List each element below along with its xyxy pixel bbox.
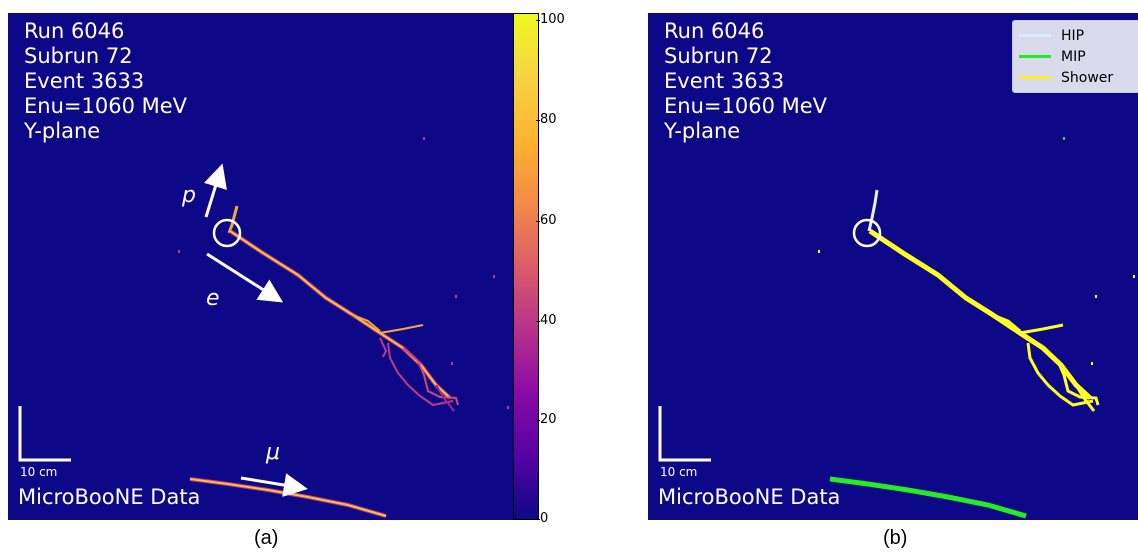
electron-arrow [206,252,284,303]
event-display-panel-a: Run 6046 Subrun 72 Event 3633 Enu=1060 M… [8,13,513,520]
colorbar-tick: 40 [536,313,557,328]
track-overlay-b [658,137,1135,519]
info-run: Run 6046 [24,19,125,43]
data-label: MicroBooNE Data [658,485,841,509]
colorbar-tick: 80 [536,112,557,127]
data-label: MicroBooNE Data [18,485,201,509]
shower-track [868,228,1092,400]
event-info: Run 6046 Subrun 72 Event 3633 Enu=1060 M… [664,19,827,144]
caption-a: (a) [254,527,279,549]
proton-arrow [203,163,227,218]
electron-label: e [206,286,220,311]
info-subrun: Subrun 72 [664,44,773,68]
info-subrun: Subrun 72 [24,44,133,68]
colorbar-tick: 0 [535,511,549,526]
info-energy: Enu=1060 MeV [24,94,188,118]
info-run: Run 6046 [664,19,765,43]
mip-track [829,476,1027,519]
legend-item-shower: Shower [1019,67,1135,88]
proton-track [227,205,239,234]
muon-arrow [240,473,308,497]
info-energy: Enu=1060 MeV [664,94,828,118]
proton-label: p [182,183,196,208]
scale-bar [658,406,711,462]
track-overlay-a [18,137,509,518]
info-plane: Y-plane [664,119,741,143]
info-plane: Y-plane [24,119,101,143]
vertex-circle [212,218,242,248]
scale-label: 10 cm [660,465,698,479]
info-event: Event 3633 [664,69,785,93]
muon-label: μ [266,440,280,465]
colorbar-tick: 100 [536,12,565,27]
event-info: Run 6046 Subrun 72 Event 3633 Enu=1060 M… [24,19,187,144]
vertex-circle [852,218,882,248]
colorbar [513,13,539,520]
legend: HIP MIP Shower [1012,20,1138,93]
hip-track [867,189,879,232]
legend-item-mip: MIP [1019,46,1135,67]
scale-label: 10 cm [20,465,58,479]
legend-item-hip: HIP [1019,25,1135,46]
info-event: Event 3633 [24,69,145,93]
electron-shower [228,229,452,400]
scale-bar [18,406,71,462]
colorbar-tick: 20 [536,412,557,427]
caption-b: (b) [883,527,908,549]
colorbar-tick: 60 [536,213,557,228]
event-display-panel-b: Run 6046 Subrun 72 Event 3633 Enu=1060 M… [648,13,1138,520]
